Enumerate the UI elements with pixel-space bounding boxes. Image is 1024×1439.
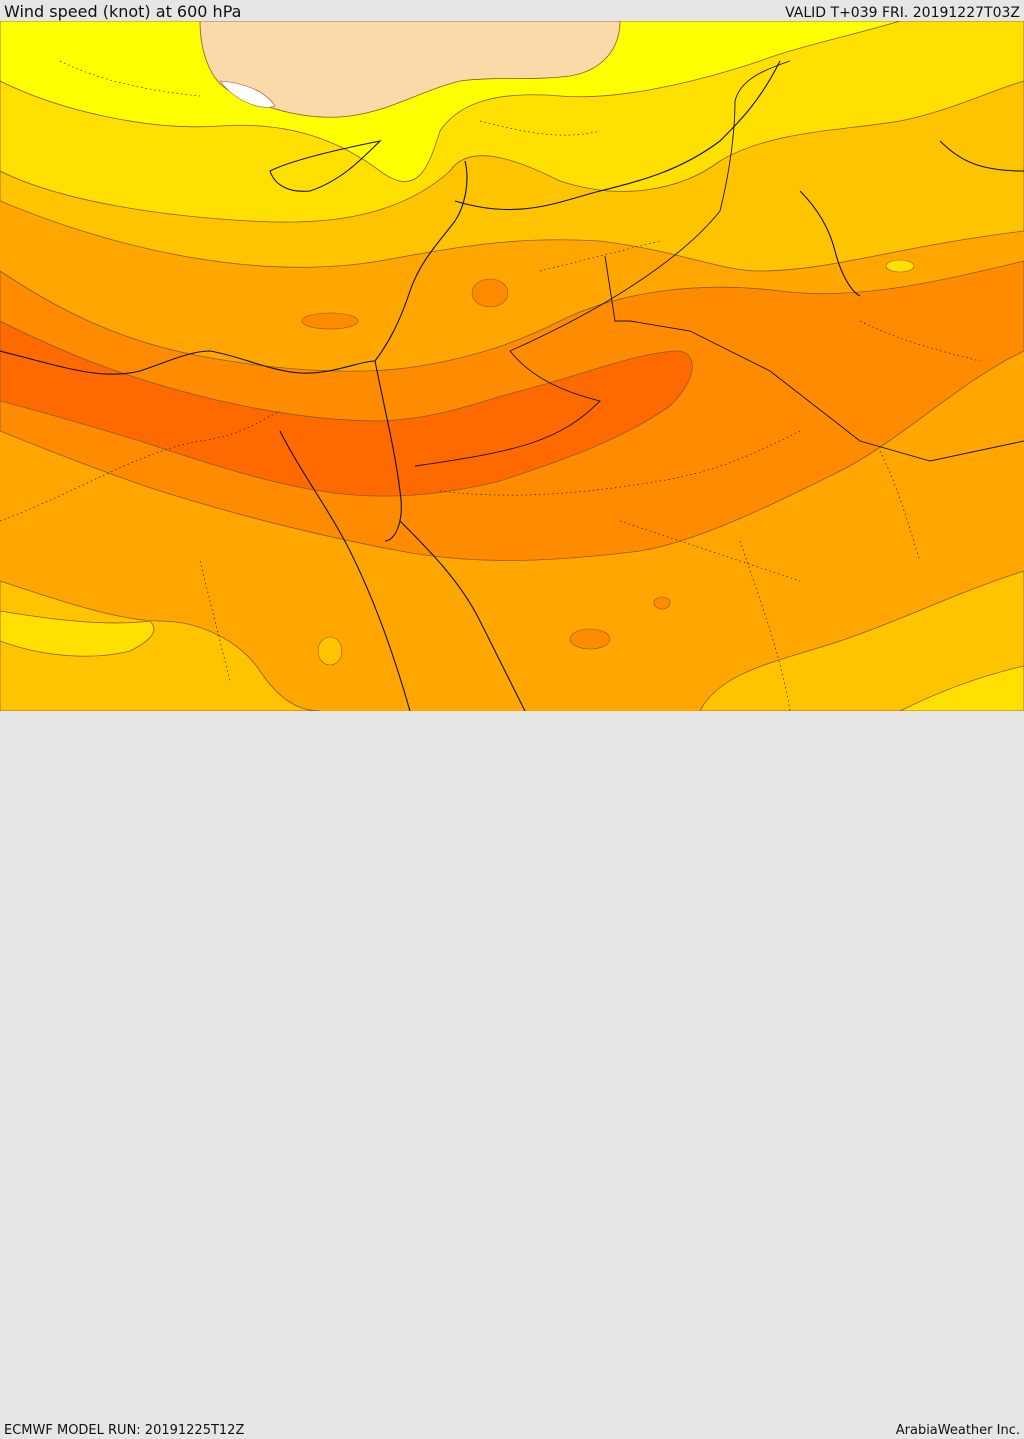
- country-borders: [414, 60, 1024, 467]
- gold-blob-1: [317, 636, 343, 666]
- wind-speed-map: [0, 21, 1024, 711]
- band-dark-orange-core: [0, 320, 693, 497]
- orange-blob-2: [301, 312, 359, 330]
- yellow-blob-1: [885, 259, 915, 273]
- coastlines: [0, 60, 1024, 711]
- white-patch: [219, 80, 276, 108]
- band-yellow-south: [0, 610, 155, 657]
- band-gold-southeast: [699, 570, 1024, 711]
- footer-bar: ECMWF MODEL RUN: 20191225T12Z ArabiaWeat…: [0, 711, 1024, 1438]
- orange-blob-3: [569, 628, 611, 650]
- admin-borders: [0, 60, 981, 711]
- credit-label: ArabiaWeather Inc.: [895, 1423, 1020, 1438]
- orange-blob-1: [471, 278, 509, 308]
- valid-time: VALID T+039 FRI. 20191227T03Z: [785, 5, 1020, 21]
- model-run: ECMWF MODEL RUN: 20191225T12Z: [4, 1423, 245, 1438]
- orange-blob-4: [653, 596, 671, 610]
- header-bar: Wind speed (knot) at 600 hPa VALID T+039…: [0, 0, 1024, 21]
- map-title: Wind speed (knot) at 600 hPa: [4, 2, 242, 21]
- band-gold-south: [0, 580, 321, 711]
